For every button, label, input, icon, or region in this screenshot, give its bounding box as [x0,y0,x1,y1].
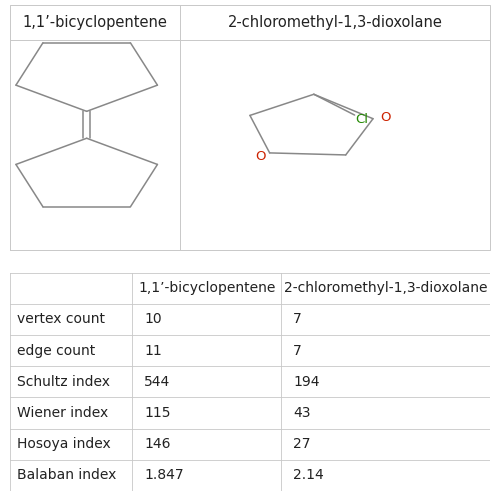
Text: 2.14: 2.14 [293,468,324,483]
Text: Cl: Cl [356,114,368,126]
Text: 1.847: 1.847 [144,468,184,483]
Text: 146: 146 [144,437,171,451]
Text: O: O [255,150,266,163]
Text: 115: 115 [144,406,171,420]
Text: 1,1’-bicyclopentene: 1,1’-bicyclopentene [23,15,168,30]
Text: Wiener index: Wiener index [17,406,108,420]
Text: 10: 10 [144,312,162,326]
Text: 43: 43 [293,406,310,420]
Text: 11: 11 [144,344,162,358]
Text: 7: 7 [293,312,302,326]
Text: 2-chloromethyl-1,3-dioxolane: 2-chloromethyl-1,3-dioxolane [228,15,442,30]
Text: 2-chloromethyl-1,3-dioxolane: 2-chloromethyl-1,3-dioxolane [284,281,488,295]
Text: Schultz index: Schultz index [17,375,110,389]
Text: O: O [380,111,390,124]
Text: 27: 27 [293,437,310,451]
Text: Hosoya index: Hosoya index [17,437,111,451]
Text: Balaban index: Balaban index [17,468,116,483]
Text: 1,1’-bicyclopentene: 1,1’-bicyclopentene [138,281,276,295]
Text: 544: 544 [144,375,171,389]
Text: edge count: edge count [17,344,96,358]
Text: 194: 194 [293,375,320,389]
Text: vertex count: vertex count [17,312,105,326]
Text: 7: 7 [293,344,302,358]
